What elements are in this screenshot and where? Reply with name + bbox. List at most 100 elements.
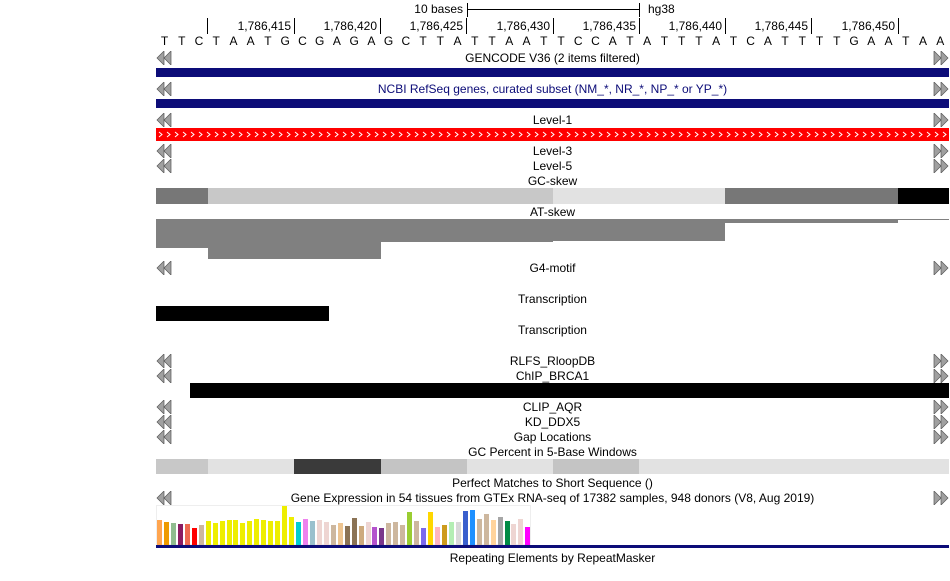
gtex-tissue-bar[interactable] xyxy=(157,520,162,545)
gtex-tissue-bar[interactable] xyxy=(289,517,295,545)
track-label-transcription2[interactable]: Transcription xyxy=(518,323,587,337)
gtex-tissue-bar[interactable] xyxy=(282,506,288,545)
gtex-tissue-bar[interactable] xyxy=(198,525,204,545)
gtex-tissue-bar[interactable] xyxy=(337,523,343,545)
scroll-left-icon[interactable] xyxy=(156,112,174,128)
gtex-tissue-bar[interactable] xyxy=(344,526,350,545)
scroll-left-icon[interactable] xyxy=(156,429,174,445)
gtex-tissue-bar[interactable] xyxy=(448,522,454,545)
gtex-tissue-bar[interactable] xyxy=(504,521,510,545)
scroll-right-icon[interactable] xyxy=(932,429,950,445)
gtex-tissue-bar[interactable] xyxy=(163,522,169,545)
gtex-tissue-bar[interactable] xyxy=(483,514,489,545)
gtex-tissue-bar[interactable] xyxy=(490,520,496,545)
scroll-left-icon[interactable] xyxy=(156,368,174,384)
gtex-tissue-bar[interactable] xyxy=(469,510,475,545)
gtex-tissue-bar[interactable] xyxy=(441,525,447,545)
gtex-tissue-bar[interactable] xyxy=(379,528,385,545)
scroll-right-icon[interactable] xyxy=(932,414,950,430)
scroll-right-icon[interactable] xyxy=(932,158,950,174)
scroll-right-icon[interactable] xyxy=(932,81,950,97)
scroll-right-icon[interactable] xyxy=(932,399,950,415)
gtex-tissue-bar[interactable] xyxy=(414,521,420,545)
gtex-tissue-bar[interactable] xyxy=(351,518,357,545)
gtex-tissue-bar[interactable] xyxy=(309,521,315,545)
scroll-left-icon[interactable] xyxy=(156,260,174,276)
gtex-tissue-bar[interactable] xyxy=(316,520,322,545)
scroll-left-icon[interactable] xyxy=(156,143,174,159)
scroll-right-icon[interactable] xyxy=(932,260,950,276)
gtex-tissue-bar[interactable] xyxy=(219,521,225,545)
gtex-tissue-bar[interactable] xyxy=(386,523,392,545)
track-label-gcpercent[interactable]: GC Percent in 5-Base Windows xyxy=(468,445,637,459)
gtex-tissue-bar[interactable] xyxy=(497,517,503,545)
gtex-tissue-bar[interactable] xyxy=(462,511,468,545)
gtex-tissue-bar[interactable] xyxy=(358,526,364,545)
track-label-rmsk[interactable]: Repeating Elements by RepeatMasker xyxy=(449,551,656,565)
scroll-left-icon[interactable] xyxy=(156,50,174,66)
scroll-left-icon[interactable] xyxy=(156,353,174,369)
track-label-kd[interactable]: KD_DDX5 xyxy=(524,415,581,429)
gtex-tissue-bar[interactable] xyxy=(170,523,176,545)
gtex-tissue-bar[interactable] xyxy=(365,522,371,545)
scroll-right-icon[interactable] xyxy=(932,368,950,384)
track-label-rlfs[interactable]: RLFS_RloopDB xyxy=(509,354,596,368)
gtex-plot-area xyxy=(156,505,531,545)
gtex-tissue-bar[interactable] xyxy=(254,519,260,545)
gtex-tissue-bar[interactable] xyxy=(372,527,378,545)
gtex-tissue-bar[interactable] xyxy=(511,524,517,545)
track-label-atskew[interactable]: AT-skew xyxy=(529,205,576,219)
scroll-right-icon[interactable] xyxy=(932,50,950,66)
gtex-tissue-bar[interactable] xyxy=(518,519,524,545)
scroll-left-icon[interactable] xyxy=(156,414,174,430)
gtex-tissue-bar[interactable] xyxy=(261,520,267,545)
track-label-chip[interactable]: ChIP_BRCA1 xyxy=(515,369,590,383)
gtex-tissue-bar[interactable] xyxy=(233,520,239,545)
track-label-gencode[interactable]: GENCODE V36 (2 items filtered) xyxy=(465,51,640,65)
track-label-clip[interactable]: CLIP_AQR xyxy=(522,400,583,414)
gtex-tissue-bar[interactable] xyxy=(428,512,434,545)
gtex-tissue-bar[interactable] xyxy=(476,519,482,545)
gtex-tissue-bar[interactable] xyxy=(268,521,274,545)
track-label-g4[interactable]: G4-motif xyxy=(529,261,576,275)
gtex-tissue-bar[interactable] xyxy=(226,520,232,545)
gtex-tissue-bar[interactable] xyxy=(205,521,211,545)
track-label-refseq[interactable]: NCBI RefSeq genes, curated subset (NM_*,… xyxy=(377,82,728,96)
track-label-gap[interactable]: Gap Locations xyxy=(513,430,592,444)
track-label-perfect[interactable]: Perfect Matches to Short Sequence () xyxy=(452,476,653,490)
scroll-right-icon[interactable] xyxy=(932,143,950,159)
scroll-right-icon[interactable] xyxy=(932,353,950,369)
gtex-tissue-bar[interactable] xyxy=(330,525,336,545)
gtex-tissue-bar[interactable] xyxy=(247,521,253,545)
gtex-tissue-bar[interactable] xyxy=(525,527,531,545)
gtex-tissue-bar[interactable] xyxy=(240,523,246,545)
base-letter: T xyxy=(436,34,444,48)
gtex-tissue-bar[interactable] xyxy=(275,521,281,545)
scroll-left-icon[interactable] xyxy=(156,158,174,174)
gtex-tissue-bar[interactable] xyxy=(302,519,308,545)
scroll-left-icon[interactable] xyxy=(156,399,174,415)
gtex-tissue-bar[interactable] xyxy=(323,522,329,545)
track-label-level3[interactable]: Level-3 xyxy=(532,144,573,158)
gtex-tissue-bar[interactable] xyxy=(296,522,301,545)
gtex-tissue-bar[interactable] xyxy=(421,528,427,545)
scroll-left-icon[interactable] xyxy=(156,81,174,97)
gtex-tissue-bar[interactable] xyxy=(184,524,190,545)
gtex-tissue-bar[interactable] xyxy=(407,512,413,545)
gtex-tissue-bar[interactable] xyxy=(177,524,183,545)
track-label-transcription1[interactable]: Transcription xyxy=(518,292,587,306)
track-label-level5[interactable]: Level-5 xyxy=(532,159,573,173)
gtex-tissue-bar[interactable] xyxy=(400,525,406,545)
gtex-tissue-bar[interactable] xyxy=(393,522,399,545)
track-label-level1[interactable]: Level-1 xyxy=(532,113,573,127)
scroll-right-icon[interactable] xyxy=(932,112,950,128)
gtex-tissue-bar[interactable] xyxy=(191,528,197,545)
track-label-gcskew[interactable]: GC-skew xyxy=(527,174,578,188)
gtex-tissue-bar[interactable] xyxy=(455,522,461,545)
gtex-tissue-bar[interactable] xyxy=(212,523,218,545)
track-label-gtex[interactable]: Gene Expression in 54 tissues from GTEx … xyxy=(290,491,815,505)
scroll-right-icon[interactable] xyxy=(932,490,950,506)
scroll-left-icon[interactable] xyxy=(156,490,174,506)
gtex-tissue-bar[interactable] xyxy=(435,527,440,545)
